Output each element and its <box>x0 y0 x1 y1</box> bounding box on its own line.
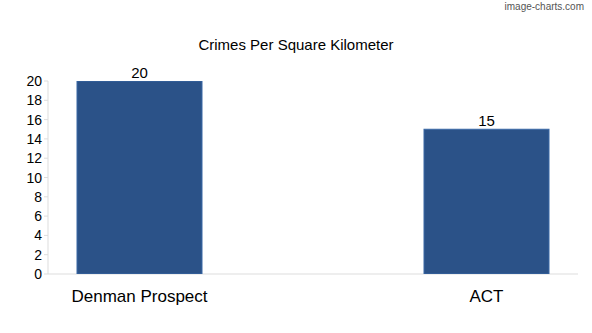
y-axis <box>48 81 49 274</box>
data-label: 15 <box>478 112 495 129</box>
tick-mark <box>44 177 48 178</box>
y-tick-label: 10 <box>26 170 42 186</box>
y-tick-label: 8 <box>34 189 42 205</box>
tick-mark <box>44 196 48 197</box>
y-tick-label: 14 <box>26 131 42 147</box>
tick-mark <box>44 100 48 101</box>
y-tick-label: 0 <box>34 266 42 282</box>
tick-mark <box>44 235 48 236</box>
y-tick-label: 16 <box>26 112 42 128</box>
tick-mark <box>44 158 48 159</box>
tick-mark <box>44 119 48 120</box>
title: Crimes Per Square Kilometer <box>198 36 393 53</box>
bar <box>424 129 549 274</box>
tick-mark <box>44 274 48 275</box>
tick-mark <box>44 138 48 139</box>
tick-mark <box>44 216 48 217</box>
data-label: 20 <box>131 64 148 81</box>
y-tick-label: 2 <box>34 247 42 263</box>
y-tick-label: 6 <box>34 208 42 224</box>
y-tick-label: 18 <box>26 92 42 108</box>
x-tick-label: ACT <box>470 287 504 306</box>
chart: image-charts.com Crimes Per Square Kilome… <box>0 0 592 333</box>
annotation: image-charts.com <box>505 1 584 12</box>
y-tick-label: 4 <box>34 227 42 243</box>
tick-mark <box>44 254 48 255</box>
bars <box>77 81 549 274</box>
bar <box>77 81 202 274</box>
x-tick-label: Denman Prospect <box>71 287 207 306</box>
y-tick-label: 12 <box>26 150 42 166</box>
tick-mark <box>44 81 48 82</box>
y-tick-label: 20 <box>26 73 42 89</box>
